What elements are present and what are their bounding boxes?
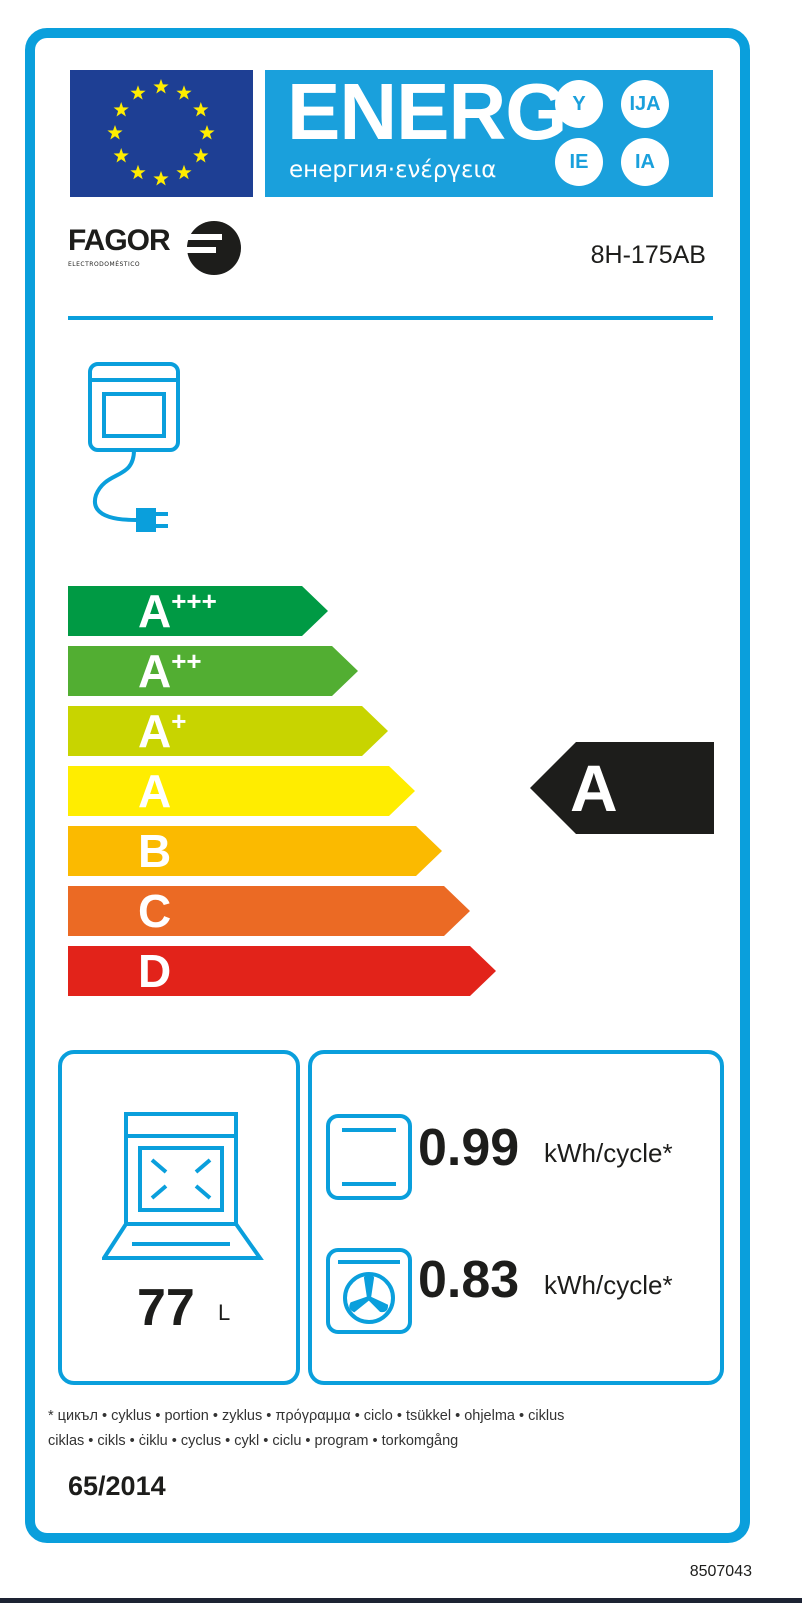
scale-bar-3: A: [68, 766, 415, 816]
energy-banner: ENERG енергия·ενέργεια Y IJA IE IA: [265, 70, 713, 197]
eu-star-icon: [113, 148, 129, 163]
divider: [68, 316, 713, 320]
energy-title: ENERG: [287, 67, 567, 156]
eu-star-icon: [113, 102, 129, 117]
volume-unit: L: [218, 1300, 231, 1325]
scale-bar-label: C: [138, 885, 172, 937]
scale-bar-label: B: [138, 825, 172, 877]
eu-star-icon: [130, 164, 146, 180]
suffix-ija: IJA: [621, 80, 669, 128]
rated-class-letter: A: [570, 751, 618, 825]
conventional-heating-icon: [326, 1114, 412, 1200]
scale-bar-1: A++: [68, 646, 358, 696]
conventional-consumption-unit: kWh/cycle*: [544, 1138, 673, 1168]
model-number: 8H-175AB: [590, 241, 706, 269]
label-frame: [25, 28, 750, 1543]
conventional-consumption-value: 0.99: [418, 1119, 520, 1177]
brand-tagline: ELECTRODOMÉSTICO: [68, 261, 141, 268]
scale-bar-label: A+++: [138, 585, 217, 637]
eu-star-icon: [176, 164, 192, 180]
scale-bar-4: B: [68, 826, 442, 876]
energy-subtitle: енергия·ενέργεια: [289, 157, 497, 183]
eu-star-icon: [199, 125, 215, 140]
eu-star-icon: [193, 148, 209, 163]
footnote-line-1: * цикъл • cyklus • portion • zyklus • πρ…: [48, 1408, 565, 1424]
eu-star-icon: [193, 102, 209, 117]
fagor-logo-icon: [186, 221, 241, 275]
consumption-box: 0.99 kWh/cycle* 0.83 kWh/cycle*: [308, 1050, 724, 1385]
eu-flag-icon: [70, 70, 253, 197]
scale-bar-label: D: [138, 945, 172, 997]
scale-bar-0: A+++: [68, 586, 328, 636]
suffix-y: Y: [555, 80, 603, 128]
eu-star-icon: [107, 125, 123, 140]
fan-consumption-value: 0.83: [418, 1251, 520, 1309]
suffix-ia: IA: [621, 138, 669, 186]
oven-cavity-icon: [102, 1112, 264, 1260]
eu-star-icon: [153, 79, 169, 94]
electric-oven-icon: [88, 362, 180, 532]
eu-star-icon: [153, 171, 169, 186]
suffix-ie: IE: [555, 138, 603, 186]
regulation-number: 65/2014: [68, 1471, 166, 1501]
eu-star-icon: [176, 85, 192, 100]
volume-value: 77: [137, 1279, 195, 1337]
footnote-line-2: ciklas • cikls • ċiklu • cyclus • cykl •…: [48, 1433, 459, 1449]
scale-bar-2: A+: [68, 706, 388, 756]
brand-logo: FAGOR: [68, 224, 171, 257]
label-code: 8507043: [689, 1563, 752, 1580]
bottom-edge: [0, 1598, 802, 1603]
scale-bar-label: A: [138, 765, 172, 817]
fan-forced-icon: [326, 1248, 412, 1334]
volume-box: 77 L: [58, 1050, 300, 1385]
rated-class-arrow: A: [530, 742, 714, 834]
scale-bar-label: A++: [138, 645, 202, 697]
scale-bar-label: A+: [138, 705, 187, 757]
scale-bar-5: C: [68, 886, 470, 936]
scale-bar-6: D: [68, 946, 496, 996]
eu-star-icon: [130, 85, 146, 100]
fan-consumption-unit: kWh/cycle*: [544, 1270, 673, 1300]
